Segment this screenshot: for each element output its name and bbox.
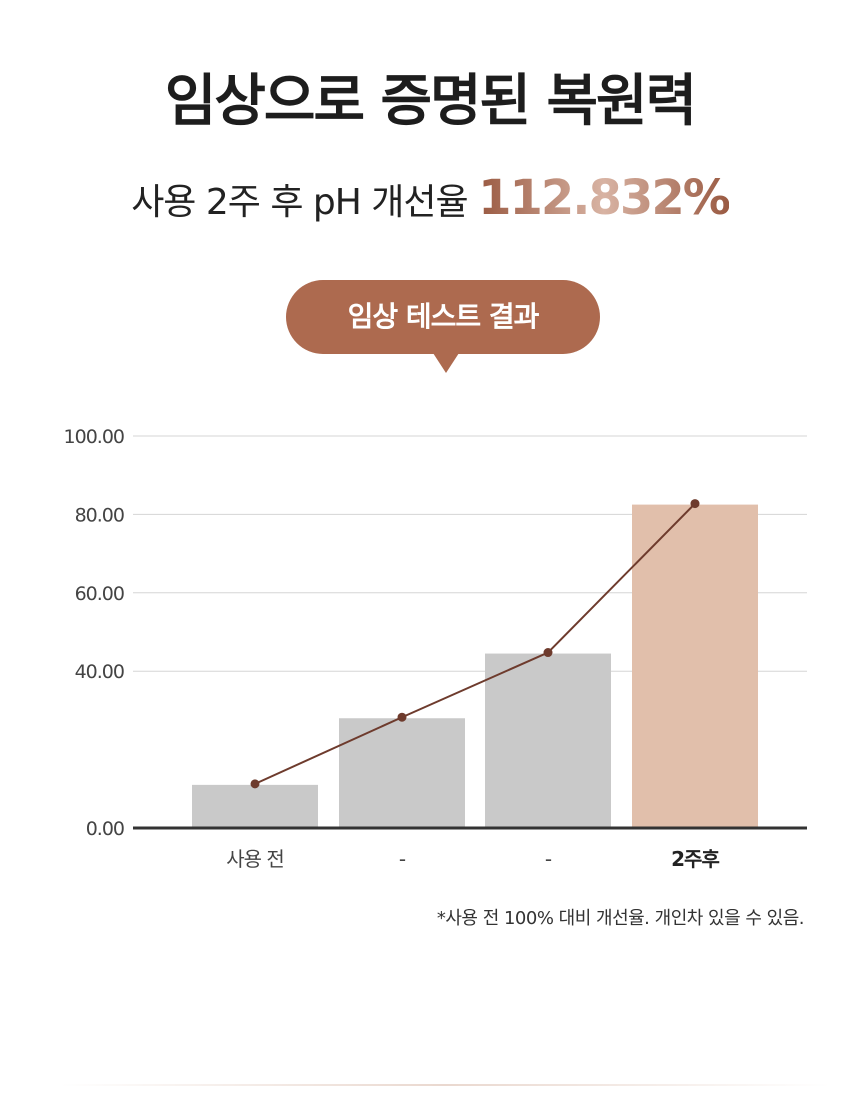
page-title: 임상으로 증명된 복원력 [164, 69, 697, 134]
y-tick-label: 100.00 [64, 426, 124, 448]
bar [339, 718, 465, 828]
data-point [543, 648, 553, 658]
y-tick-label: 60.00 [75, 583, 124, 605]
footer-divider [60, 1084, 830, 1086]
data-point [690, 499, 700, 509]
data-point [397, 712, 407, 722]
bar [192, 784, 318, 828]
trend-line [254, 502, 696, 785]
bar [485, 653, 611, 828]
clinical-test-badge: 임상 테스트 결과 [286, 280, 600, 354]
improvement-subtitle: 사용 2주 후 pH 개선율 112.832% [0, 168, 860, 233]
y-tick-label: 0.00 [86, 818, 124, 840]
bar [632, 504, 758, 828]
badge-pointer [433, 353, 459, 373]
improvement-rate: 112.832% [478, 170, 731, 226]
x-tick-label: 사용 전 [226, 847, 284, 871]
y-tick-label: 80.00 [75, 504, 124, 526]
subtitle-prefix: 사용 2주 후 pH 개선율 [131, 182, 468, 223]
data-point [250, 779, 260, 789]
y-tick-label: 40.00 [75, 661, 124, 683]
footnote: *사용 전 100% 대비 개선율. 개인차 있을 수 있음. [436, 908, 805, 929]
x-tick-label: - [399, 847, 406, 871]
x-tick-label: - [545, 847, 552, 871]
ph-improvement-chart: 100.00 80.00 60.00 40.00 0.00 사용 전 - - 2주후 [64, 426, 807, 871]
x-tick-label: 2주후 [671, 847, 719, 871]
